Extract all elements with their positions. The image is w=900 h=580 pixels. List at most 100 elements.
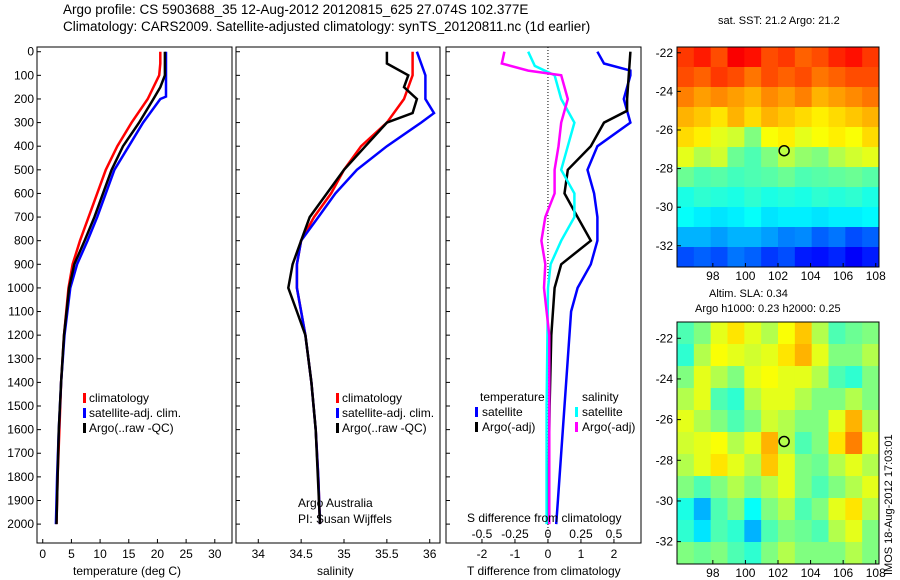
y-tick-label: 200 (14, 92, 34, 106)
map-cell (744, 67, 762, 88)
map-cell (710, 227, 728, 248)
map-cell (744, 432, 762, 455)
map-cell (778, 344, 796, 367)
map-cell (778, 47, 796, 68)
sal-xlabel: salinity (317, 564, 354, 578)
map-y-tick-label: -30 (656, 200, 674, 214)
map-cell (710, 344, 728, 367)
map-y-tick-label: -22 (656, 46, 674, 60)
sst-map-title: sat. SST: 21.2 Argo: 21.2 (718, 15, 840, 27)
map-cell (778, 107, 796, 128)
map-cell (778, 127, 796, 148)
map-cell (794, 542, 813, 565)
map-cell (862, 227, 880, 248)
map-y-tick-label: -28 (656, 162, 674, 176)
map-cell (744, 247, 762, 268)
map-cell (710, 207, 728, 228)
x-tick-label: 30 (208, 547, 222, 561)
map-cell (845, 127, 863, 148)
y-tick-label: 100 (14, 68, 34, 82)
map-cell (794, 47, 813, 68)
map-cell (761, 207, 779, 228)
map-cell (862, 410, 880, 433)
map-cell (862, 432, 880, 455)
legend-t-argo: Argo(-adj) (482, 420, 536, 434)
map-cell (710, 322, 728, 345)
y-tick-label: 2000 (7, 517, 34, 531)
map-cell (710, 107, 728, 128)
s-tick-label: 0.25 (569, 527, 593, 541)
map-cell (744, 520, 762, 543)
s-tick-label: 0 (545, 527, 552, 541)
y-tick-label: 400 (14, 139, 34, 153)
map-cell (862, 247, 880, 268)
map-cell (862, 454, 880, 477)
legend-swatch (83, 408, 86, 418)
legend-swatch (475, 422, 478, 432)
x-tick-label: 20 (151, 547, 165, 561)
map-x-tick-label: 100 (735, 566, 755, 580)
map-cell (710, 542, 728, 565)
map-cell (727, 366, 745, 389)
map-cell (761, 47, 779, 68)
map-cell (778, 247, 796, 268)
map-cell (710, 247, 728, 268)
map-cell (828, 344, 846, 367)
map-cell (744, 207, 762, 228)
x-tick-label: -2 (477, 547, 488, 561)
map-cell (761, 247, 779, 268)
series-t-argo-adj- (546, 51, 632, 525)
map-cell (862, 187, 880, 208)
map-y-tick-label: -26 (656, 123, 674, 137)
x-tick-label: 5 (68, 547, 75, 561)
map-cell (845, 432, 863, 455)
map-cell (693, 366, 712, 389)
y-tick-label: 1400 (7, 375, 34, 389)
sla-map-title: Altim. SLA: 0.34 (709, 288, 788, 300)
s-tick-label: -0.5 (472, 527, 493, 541)
map-cell (727, 432, 745, 455)
map-cell (811, 454, 829, 477)
map-cell (778, 227, 796, 248)
map-cell (693, 344, 712, 367)
map-cell (761, 498, 779, 521)
s-tick-label: 0.5 (606, 527, 623, 541)
map-cell (693, 127, 712, 148)
map-cell (710, 167, 728, 188)
map-cell (811, 344, 829, 367)
map-cell (693, 410, 712, 433)
map-cell (727, 476, 745, 499)
map-cell (828, 388, 846, 411)
map-cell (811, 247, 829, 268)
panel-frame-differences (445, 46, 642, 544)
map-cell (744, 107, 762, 128)
x-tick-label: 36 (423, 547, 437, 561)
x-tick-label: 35 (337, 547, 351, 561)
legend-swatch (336, 393, 339, 403)
legend-t-sat: satellite (482, 405, 523, 419)
map-cell (862, 498, 880, 521)
legend-label: climatology (342, 391, 402, 405)
map-cell (710, 47, 728, 68)
map-cell (862, 147, 880, 168)
map-cell (761, 344, 779, 367)
map-cell (862, 542, 880, 565)
map-cell (828, 542, 846, 565)
legend-swatch (83, 423, 86, 433)
map-cell (828, 247, 846, 268)
legend-salinity-heading: salinity (582, 390, 619, 404)
map-cell (828, 187, 846, 208)
map-x-tick-label: 100 (735, 269, 755, 283)
map-cell (761, 542, 779, 565)
map-cell (778, 366, 796, 389)
x-tick-label: 2 (611, 547, 618, 561)
sla-map-subtitle: Argo h1000: 0.23 h2000: 0.25 (695, 303, 841, 315)
map-cell (794, 454, 813, 477)
map-cell (727, 187, 745, 208)
map-cell (761, 454, 779, 477)
map-x-tick-label: 104 (801, 566, 821, 580)
map-cell (677, 207, 695, 228)
map-cell (744, 454, 762, 477)
map-x-tick-label: 102 (768, 566, 788, 580)
